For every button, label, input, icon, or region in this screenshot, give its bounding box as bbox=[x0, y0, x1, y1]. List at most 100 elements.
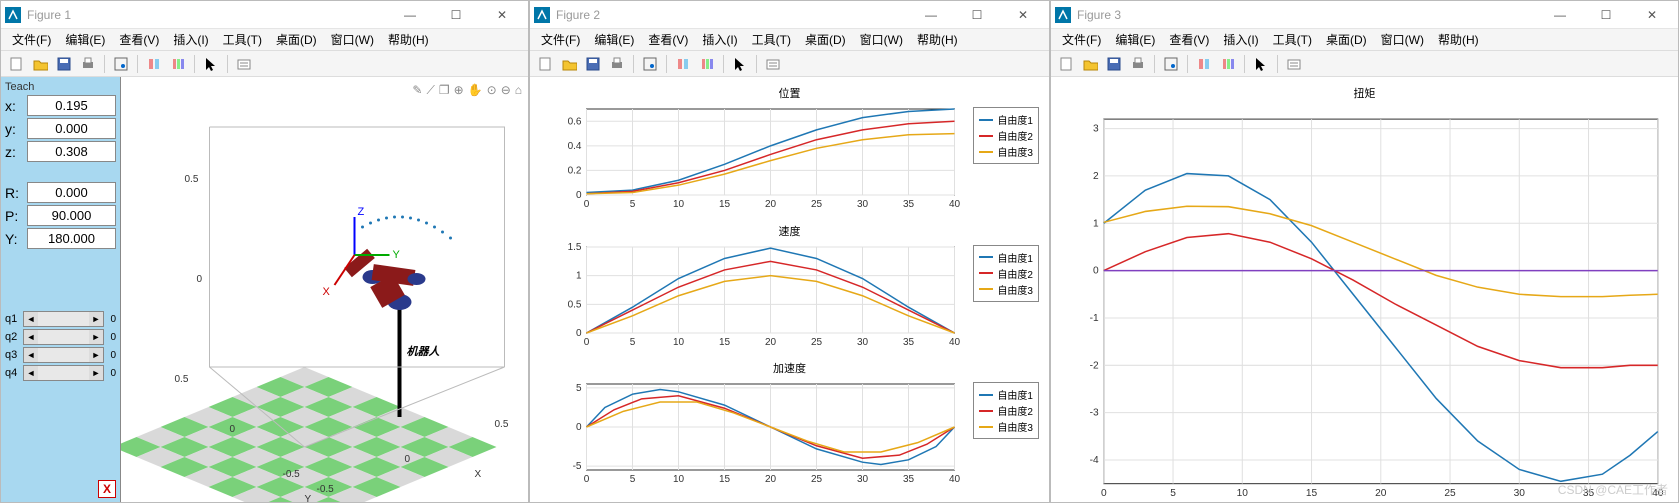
menu-item[interactable]: 帮助(H) bbox=[1431, 29, 1486, 50]
figure-1-window: Figure 1 — ☐ ✕ 文件(F)编辑(E)查看(V)插入(I)工具(T)… bbox=[0, 0, 529, 503]
legend: 自由度1自由度2自由度3 bbox=[973, 245, 1039, 302]
print-icon[interactable] bbox=[77, 53, 99, 75]
minimize-button[interactable]: — bbox=[909, 3, 953, 27]
colorbar-icon[interactable] bbox=[167, 53, 189, 75]
axes-tool-icon[interactable]: ✎ bbox=[412, 83, 422, 98]
open-icon[interactable] bbox=[558, 53, 580, 75]
menu-item[interactable]: 查看(V) bbox=[1162, 29, 1216, 50]
slider-right-arrow[interactable]: ► bbox=[89, 348, 103, 362]
colorbar-icon[interactable] bbox=[696, 53, 718, 75]
menu-item[interactable]: 窗口(W) bbox=[1374, 29, 1431, 50]
axes-tool-icon[interactable]: ⊕ bbox=[454, 83, 464, 98]
axes-tool-icon[interactable]: ⊙ bbox=[487, 83, 497, 98]
save-icon[interactable] bbox=[1103, 53, 1125, 75]
subplot[interactable]: 位置051015202530354000.20.40.6自由度1自由度2自由度3 bbox=[538, 85, 1041, 221]
save-icon[interactable] bbox=[582, 53, 604, 75]
svg-text:3: 3 bbox=[1093, 124, 1099, 135]
axes-tool-icon[interactable]: ⌂ bbox=[515, 83, 522, 98]
linkplot-icon[interactable] bbox=[672, 53, 694, 75]
close-button[interactable]: ✕ bbox=[1001, 3, 1045, 27]
edit-icon[interactable] bbox=[233, 53, 255, 75]
menu-item[interactable]: 插入(I) bbox=[695, 29, 744, 50]
axes-tool-icon[interactable]: ❐ bbox=[439, 83, 450, 98]
axes-tool-icon[interactable]: ⟋ bbox=[426, 83, 434, 98]
close-button[interactable]: ✕ bbox=[480, 3, 524, 27]
window-title: Figure 2 bbox=[556, 8, 909, 22]
menu-item[interactable]: 帮助(H) bbox=[910, 29, 965, 50]
menu-item[interactable]: 工具(T) bbox=[745, 29, 798, 50]
teach-close-button[interactable]: X bbox=[98, 480, 116, 498]
pointer-icon[interactable] bbox=[1250, 53, 1272, 75]
print-icon[interactable] bbox=[1127, 53, 1149, 75]
menu-item[interactable]: 文件(F) bbox=[534, 29, 587, 50]
linkplot-icon[interactable] bbox=[143, 53, 165, 75]
menu-item[interactable]: 帮助(H) bbox=[381, 29, 436, 50]
close-button[interactable]: ✕ bbox=[1630, 3, 1674, 27]
legend-label: 自由度1 bbox=[997, 387, 1033, 402]
edit-icon[interactable] bbox=[1283, 53, 1305, 75]
axes-tool-icon[interactable]: ⊖ bbox=[501, 83, 511, 98]
slider-right-arrow[interactable]: ► bbox=[89, 330, 103, 344]
open-icon[interactable] bbox=[1079, 53, 1101, 75]
robot-body bbox=[344, 249, 425, 310]
menu-item[interactable]: 桌面(D) bbox=[1319, 29, 1374, 50]
minimize-button[interactable]: — bbox=[388, 3, 432, 27]
maximize-button[interactable]: ☐ bbox=[955, 3, 999, 27]
titlebar[interactable]: Figure 2 — ☐ ✕ bbox=[530, 1, 1049, 29]
menu-item[interactable]: 桌面(D) bbox=[269, 29, 324, 50]
colorbar-icon[interactable] bbox=[1217, 53, 1239, 75]
subplot[interactable]: 加速度0510152025303540-505自由度1自由度2自由度3 bbox=[538, 360, 1041, 496]
slider-right-arrow[interactable]: ► bbox=[89, 312, 103, 326]
menu-item[interactable]: 文件(F) bbox=[5, 29, 58, 50]
save-icon[interactable] bbox=[53, 53, 75, 75]
linkplot-icon[interactable] bbox=[1193, 53, 1215, 75]
svg-text:35: 35 bbox=[1583, 488, 1595, 499]
axes-tool-icon[interactable]: ✋ bbox=[468, 83, 483, 98]
slider-left-arrow[interactable]: ◄ bbox=[24, 366, 38, 380]
new-icon[interactable] bbox=[5, 53, 27, 75]
torque-axes[interactable]: 扭矩 0510152025303540-4-3-2-10123 CSDN @CA… bbox=[1051, 77, 1678, 502]
joint-slider[interactable]: ◄► bbox=[23, 365, 104, 381]
menu-item[interactable]: 工具(T) bbox=[1266, 29, 1319, 50]
joint-value: 0 bbox=[104, 332, 116, 343]
joint-slider[interactable]: ◄► bbox=[23, 311, 104, 327]
menu-item[interactable]: 编辑(E) bbox=[587, 29, 641, 50]
menu-item[interactable]: 查看(V) bbox=[641, 29, 695, 50]
menu-item[interactable]: 编辑(E) bbox=[1108, 29, 1162, 50]
maximize-button[interactable]: ☐ bbox=[434, 3, 478, 27]
joint-slider[interactable]: ◄► bbox=[23, 347, 104, 363]
datacursor-icon[interactable] bbox=[110, 53, 132, 75]
menu-item[interactable]: 文件(F) bbox=[1055, 29, 1108, 50]
svg-text:10: 10 bbox=[673, 474, 685, 485]
new-icon[interactable] bbox=[534, 53, 556, 75]
joint-value: 0 bbox=[104, 314, 116, 325]
edit-icon[interactable] bbox=[762, 53, 784, 75]
menu-item[interactable]: 插入(I) bbox=[166, 29, 215, 50]
print-icon[interactable] bbox=[606, 53, 628, 75]
menu-item[interactable]: 窗口(W) bbox=[324, 29, 381, 50]
slider-left-arrow[interactable]: ◄ bbox=[24, 330, 38, 344]
robot-3d-axes[interactable]: ✎ ⟋ ❐ ⊕ ✋ ⊙ ⊖ ⌂ bbox=[121, 77, 528, 502]
new-icon[interactable] bbox=[1055, 53, 1077, 75]
pointer-icon[interactable] bbox=[729, 53, 751, 75]
menu-item[interactable]: 插入(I) bbox=[1216, 29, 1265, 50]
pointer-icon[interactable] bbox=[200, 53, 222, 75]
menubar: 文件(F)编辑(E)查看(V)插入(I)工具(T)桌面(D)窗口(W)帮助(H) bbox=[1051, 29, 1678, 51]
menu-item[interactable]: 工具(T) bbox=[216, 29, 269, 50]
joint-slider[interactable]: ◄► bbox=[23, 329, 104, 345]
open-icon[interactable] bbox=[29, 53, 51, 75]
menu-item[interactable]: 窗口(W) bbox=[853, 29, 910, 50]
slider-right-arrow[interactable]: ► bbox=[89, 366, 103, 380]
slider-left-arrow[interactable]: ◄ bbox=[24, 312, 38, 326]
titlebar[interactable]: Figure 1 — ☐ ✕ bbox=[1, 1, 528, 29]
datacursor-icon[interactable] bbox=[639, 53, 661, 75]
maximize-button[interactable]: ☐ bbox=[1584, 3, 1628, 27]
menu-item[interactable]: 桌面(D) bbox=[798, 29, 853, 50]
menu-item[interactable]: 查看(V) bbox=[112, 29, 166, 50]
titlebar[interactable]: Figure 3 — ☐ ✕ bbox=[1051, 1, 1678, 29]
minimize-button[interactable]: — bbox=[1538, 3, 1582, 27]
slider-left-arrow[interactable]: ◄ bbox=[24, 348, 38, 362]
menu-item[interactable]: 编辑(E) bbox=[58, 29, 112, 50]
datacursor-icon[interactable] bbox=[1160, 53, 1182, 75]
subplot[interactable]: 速度051015202530354000.511.5自由度1自由度2自由度3 bbox=[538, 223, 1041, 359]
